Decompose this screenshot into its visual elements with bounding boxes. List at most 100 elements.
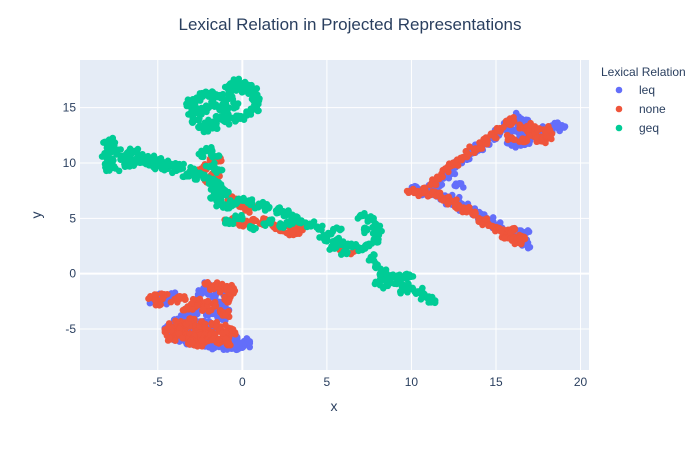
data-point-geq bbox=[205, 116, 212, 124]
data-point-leq bbox=[526, 243, 534, 251]
data-point-leq bbox=[246, 339, 254, 347]
data-point-geq bbox=[252, 224, 259, 232]
legend-item-geq[interactable]: geq bbox=[615, 121, 659, 135]
data-point-geq bbox=[195, 150, 203, 158]
x-tick-label: -5 bbox=[152, 375, 163, 389]
data-point-none bbox=[546, 126, 553, 134]
legend-item-none[interactable]: none bbox=[615, 102, 666, 116]
data-point-geq bbox=[268, 216, 276, 223]
data-point-geq bbox=[235, 75, 243, 83]
data-point-leq bbox=[209, 345, 216, 353]
data-point-none bbox=[222, 327, 230, 335]
data-point-none bbox=[424, 193, 432, 200]
data-point-geq bbox=[225, 120, 233, 128]
data-point-geq bbox=[185, 101, 192, 109]
data-point-geq bbox=[238, 215, 246, 223]
data-point-geq bbox=[295, 218, 303, 225]
data-point-none bbox=[482, 215, 490, 223]
data-point-none bbox=[152, 301, 160, 309]
data-point-none bbox=[466, 143, 473, 150]
data-point-geq bbox=[198, 104, 205, 112]
data-point-none bbox=[167, 298, 175, 306]
data-point-geq bbox=[222, 191, 230, 199]
data-point-geq bbox=[248, 107, 255, 115]
data-point-none bbox=[421, 184, 429, 192]
data-point-geq bbox=[397, 289, 404, 297]
data-point-none bbox=[225, 308, 232, 315]
data-point-geq bbox=[203, 144, 210, 152]
data-point-none bbox=[215, 336, 223, 343]
data-point-none bbox=[510, 136, 518, 143]
y-tick-label: 10 bbox=[63, 156, 77, 170]
data-point-geq bbox=[261, 204, 268, 211]
data-point-geq bbox=[213, 112, 220, 120]
data-point-geq bbox=[213, 153, 221, 160]
data-point-none bbox=[226, 296, 233, 304]
data-point-geq bbox=[194, 173, 201, 180]
data-point-none bbox=[500, 123, 507, 131]
data-point-geq bbox=[230, 76, 238, 83]
x-tick-labels: -5 0 5 10 15 20 bbox=[152, 375, 587, 389]
data-point-geq bbox=[373, 221, 381, 229]
data-point-none bbox=[204, 278, 211, 286]
x-tick-label: 15 bbox=[489, 375, 503, 389]
data-point-geq bbox=[209, 125, 216, 132]
data-point-none bbox=[292, 225, 299, 233]
data-point-none bbox=[194, 302, 201, 309]
legend-items[interactable]: leq none geq bbox=[615, 83, 666, 135]
data-point-leq bbox=[238, 339, 246, 347]
x-tick-label: 5 bbox=[324, 375, 331, 389]
legend-title: Lexical Relation bbox=[601, 65, 686, 79]
data-point-geq bbox=[361, 243, 369, 250]
data-point-geq bbox=[326, 246, 334, 253]
data-point-geq bbox=[277, 220, 284, 227]
data-point-none bbox=[511, 240, 519, 248]
data-point-geq bbox=[310, 218, 318, 225]
data-point-geq bbox=[365, 257, 373, 264]
data-point-geq bbox=[207, 194, 214, 202]
data-point-none bbox=[226, 286, 234, 294]
data-point-geq bbox=[218, 116, 225, 123]
data-point-geq bbox=[382, 268, 389, 276]
data-point-geq bbox=[376, 272, 384, 280]
data-point-geq bbox=[225, 93, 232, 101]
data-point-geq bbox=[213, 125, 221, 132]
data-point-geq bbox=[313, 224, 320, 231]
data-point-geq bbox=[103, 138, 111, 146]
data-point-geq bbox=[329, 228, 337, 236]
data-point-geq bbox=[412, 288, 419, 296]
data-point-none bbox=[159, 295, 166, 303]
data-point-geq bbox=[243, 110, 250, 117]
data-point-none bbox=[260, 215, 267, 222]
data-point-geq bbox=[393, 280, 401, 288]
data-point-geq bbox=[359, 212, 366, 220]
data-point-leq bbox=[525, 228, 533, 236]
legend-marker bbox=[615, 105, 623, 113]
legend-marker bbox=[615, 124, 623, 132]
data-point-leq bbox=[239, 344, 246, 351]
data-point-none bbox=[188, 339, 196, 346]
data-point-geq bbox=[406, 271, 413, 278]
legend-marker bbox=[615, 86, 623, 94]
legend-item-leq[interactable]: leq bbox=[615, 83, 655, 97]
legend-label: geq bbox=[639, 121, 659, 135]
data-point-none bbox=[246, 209, 253, 216]
data-point-geq bbox=[164, 157, 172, 165]
data-point-none bbox=[164, 324, 172, 331]
data-point-geq bbox=[253, 85, 261, 92]
data-point-geq bbox=[191, 105, 199, 112]
data-point-none bbox=[157, 301, 164, 309]
plot-area bbox=[80, 60, 589, 370]
data-point-none bbox=[181, 296, 189, 303]
data-point-none bbox=[228, 327, 236, 334]
data-point-none bbox=[179, 306, 187, 314]
data-point-geq bbox=[231, 215, 239, 223]
data-point-geq bbox=[245, 197, 253, 204]
data-point-geq bbox=[109, 135, 116, 142]
data-point-none bbox=[517, 240, 524, 247]
data-point-none bbox=[198, 337, 206, 344]
legend[interactable]: Lexical Relation leq none geq bbox=[601, 65, 686, 135]
data-point-none bbox=[494, 126, 501, 134]
data-point-geq bbox=[370, 214, 377, 222]
